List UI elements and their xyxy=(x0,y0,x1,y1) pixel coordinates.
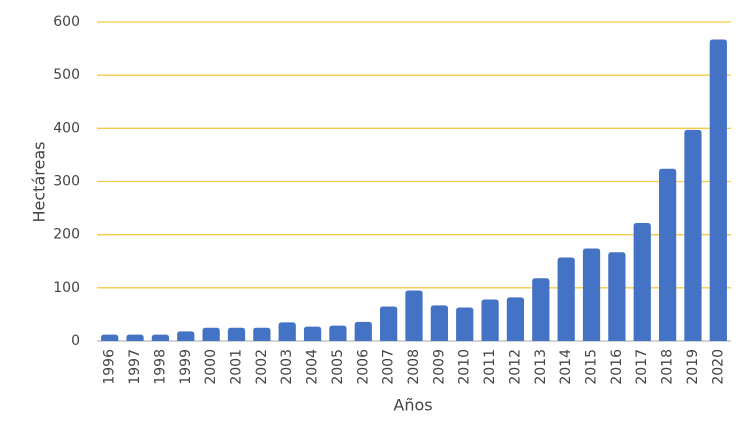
bar xyxy=(101,334,119,341)
y-tick-label: 600 xyxy=(53,14,80,30)
x-tick-label: 2016 xyxy=(609,349,625,385)
x-tick-label: 2004 xyxy=(305,349,321,385)
bar xyxy=(278,322,296,341)
x-tick-label: 2010 xyxy=(457,349,473,385)
x-tick-label: 2001 xyxy=(228,349,244,385)
bar xyxy=(582,248,601,341)
x-tick-label: 2018 xyxy=(660,349,676,385)
bar xyxy=(684,129,702,341)
bar xyxy=(557,257,575,341)
x-tick-label: 2006 xyxy=(355,349,371,385)
bar xyxy=(709,39,727,342)
x-tick-label: 2005 xyxy=(330,349,346,385)
bar xyxy=(506,297,525,341)
x-tick-label: 2000 xyxy=(203,349,219,385)
bar xyxy=(151,334,170,341)
x-tick-label: 2019 xyxy=(685,349,701,385)
bar xyxy=(227,327,246,341)
x-tick-label: 2011 xyxy=(482,349,498,385)
bar xyxy=(430,305,448,341)
bar xyxy=(532,278,550,341)
bar xyxy=(202,327,220,341)
bar xyxy=(303,326,322,341)
x-axis-label: Años xyxy=(393,396,432,415)
x-tick-label: 2008 xyxy=(406,349,422,385)
bar xyxy=(405,290,423,341)
x-tick-label: 2020 xyxy=(710,349,726,385)
x-tick-label: 1999 xyxy=(178,349,194,385)
y-tick-label: 200 xyxy=(53,227,80,243)
x-tick-label: 2012 xyxy=(507,349,523,385)
bar xyxy=(354,321,372,341)
y-tick-label: 400 xyxy=(53,120,80,136)
bar xyxy=(633,222,651,341)
x-tick-label: 1998 xyxy=(152,349,168,385)
x-tick-label: 1997 xyxy=(127,349,143,385)
bar xyxy=(481,299,499,341)
bar xyxy=(658,168,677,341)
y-axis-label: Hectáreas xyxy=(30,142,49,223)
bar xyxy=(177,331,195,341)
bar xyxy=(253,327,271,341)
x-tick-label: 2013 xyxy=(533,349,549,385)
bar xyxy=(380,306,398,341)
x-tick-label: 1996 xyxy=(102,349,118,385)
x-tick-label: 2002 xyxy=(254,349,270,385)
bar xyxy=(126,334,144,341)
x-tick-label: 2003 xyxy=(279,349,295,385)
x-tick-label: 2017 xyxy=(634,349,650,385)
bar xyxy=(456,307,474,341)
y-tick-label: 100 xyxy=(53,280,80,296)
y-tick-label: 500 xyxy=(53,67,80,83)
y-tick-label: 0 xyxy=(71,333,80,349)
bar xyxy=(608,252,626,341)
x-tick-label: 2015 xyxy=(584,349,600,385)
y-tick-label: 300 xyxy=(53,174,80,190)
x-tick-label: 2007 xyxy=(381,349,397,385)
bar xyxy=(329,325,347,341)
x-tick-label: 2009 xyxy=(431,349,447,385)
x-tick-label: 2014 xyxy=(558,349,574,385)
